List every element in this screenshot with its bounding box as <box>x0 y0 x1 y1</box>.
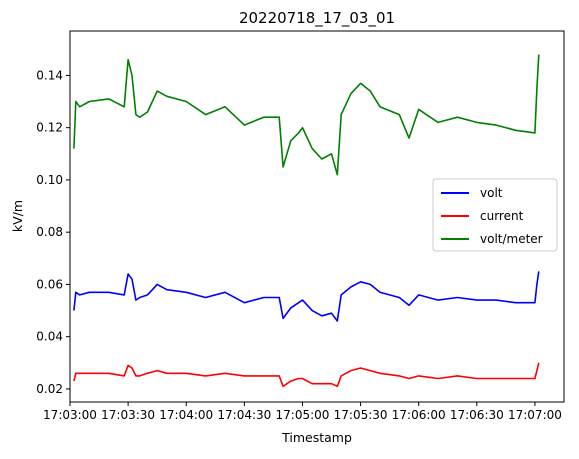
x-tick-label: 17:03:30 <box>101 408 155 422</box>
legend: volt current volt/meter <box>432 178 558 252</box>
legend-label: volt/meter <box>480 232 543 246</box>
x-tick-label: 17:04:00 <box>159 408 213 422</box>
x-axis-label: Timestamp <box>281 430 352 445</box>
y-tick-label: 0.02 <box>36 382 63 396</box>
y-tick-label: 0.04 <box>36 330 63 344</box>
y-tick-label: 0.12 <box>36 121 63 135</box>
x-axis: 17:03:00 17:03:30 17:04:00 17:04:30 17:05:00… <box>43 402 562 422</box>
x-tick-label: 17:03:00 <box>43 408 97 422</box>
x-tick-label: 17:05:30 <box>334 408 388 422</box>
x-tick-label: 17:06:30 <box>450 408 504 422</box>
y-tick-label: 0.10 <box>36 173 63 187</box>
x-tick-label: 17:07:00 <box>508 408 562 422</box>
y-tick-label: 0.08 <box>36 225 63 239</box>
y-axis: 0.02 0.04 0.06 0.08 0.10 0.12 0.14 <box>36 68 70 396</box>
chart-title: 20220718_17_03_01 <box>239 9 395 28</box>
legend-label: volt <box>480 186 503 200</box>
x-tick-label: 17:05:00 <box>276 408 330 422</box>
y-tick-label: 0.06 <box>36 277 63 291</box>
plot-frame <box>69 30 565 403</box>
x-tick-label: 17:04:30 <box>217 408 271 422</box>
y-axis-label: kV/m <box>10 200 25 232</box>
x-tick-label: 17:06:00 <box>392 408 446 422</box>
plot-series-group <box>73 54 540 388</box>
legend-box <box>432 178 558 252</box>
legend-label: current <box>480 209 524 223</box>
y-tick-label: 0.14 <box>36 68 63 82</box>
series-line-current <box>73 362 540 388</box>
series-line-volt-meter <box>73 54 540 176</box>
series-line-volt <box>73 271 540 322</box>
